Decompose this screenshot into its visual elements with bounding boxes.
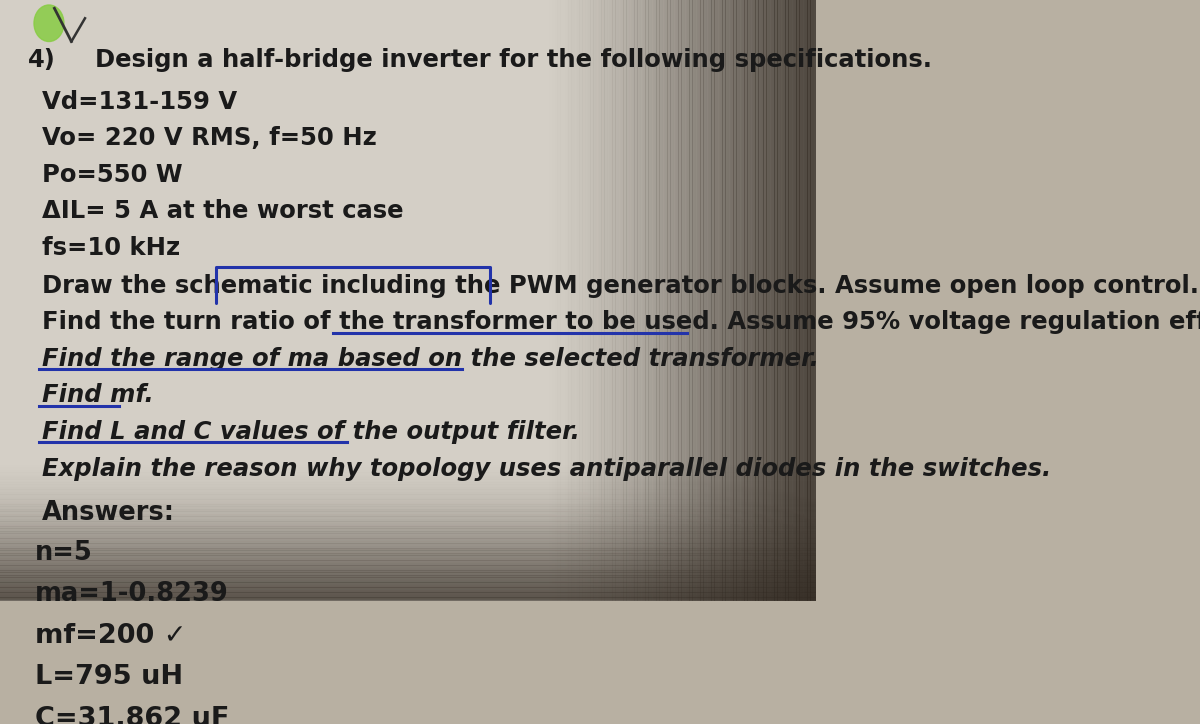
Text: Find the turn ratio of the transformer to be used. Assume 95% voltage regulation: Find the turn ratio of the transformer t…	[42, 311, 1200, 334]
Circle shape	[34, 5, 64, 41]
Text: Answers:: Answers:	[42, 500, 175, 526]
Text: fs=10 kHz: fs=10 kHz	[42, 236, 180, 260]
Text: mf=200 ✓: mf=200 ✓	[35, 623, 187, 649]
Text: ma=1-0.8239: ma=1-0.8239	[35, 581, 229, 607]
Text: 4): 4)	[29, 48, 56, 72]
Text: Find mf.: Find mf.	[42, 384, 154, 408]
Text: Design a half-bridge inverter for the following specifications.: Design a half-bridge inverter for the fo…	[78, 48, 932, 72]
Text: Vd=131-159 V: Vd=131-159 V	[42, 90, 238, 114]
Text: L=795 uH: L=795 uH	[35, 664, 184, 690]
Text: Find the range of ma based on the selected transformer.: Find the range of ma based on the select…	[42, 347, 820, 371]
FancyBboxPatch shape	[0, 0, 816, 601]
Text: Po=550 W: Po=550 W	[42, 163, 182, 187]
Text: ΔIL= 5 A at the worst case: ΔIL= 5 A at the worst case	[42, 199, 403, 223]
Text: Vo= 220 V RMS, f=50 Hz: Vo= 220 V RMS, f=50 Hz	[42, 126, 377, 150]
Text: C=31.862 uF: C=31.862 uF	[35, 706, 229, 724]
Text: Explain the reason why topology uses antiparallel diodes in the switches.: Explain the reason why topology uses ant…	[42, 457, 1051, 481]
Text: n=5: n=5	[35, 539, 94, 565]
Text: Find L and C values of the output filter.: Find L and C values of the output filter…	[42, 420, 580, 444]
Text: Draw the schematic including the PWM generator blocks. Assume open loop control.: Draw the schematic including the PWM gen…	[42, 274, 1199, 298]
